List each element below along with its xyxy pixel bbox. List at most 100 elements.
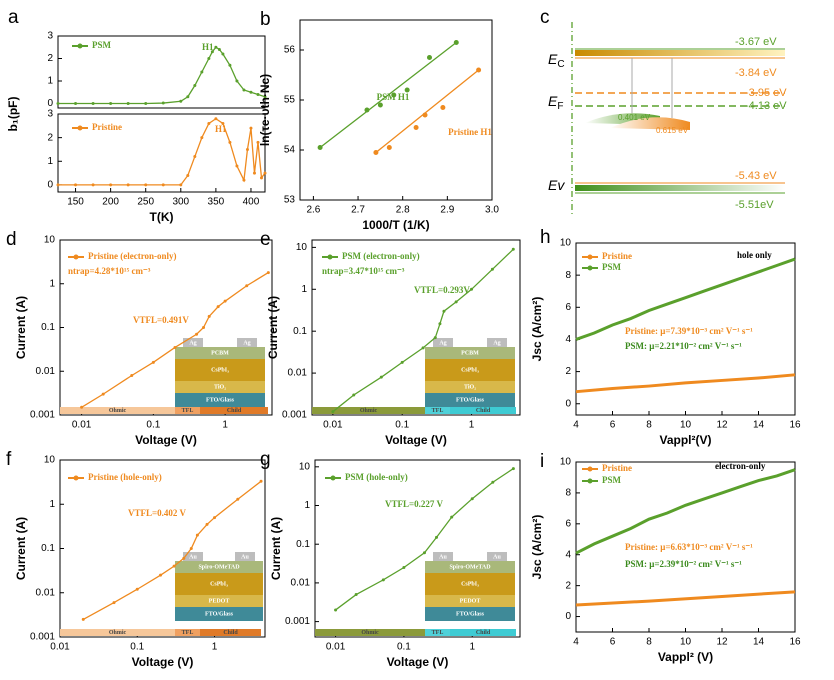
x-tick-label: 0.1 bbox=[130, 642, 144, 653]
data-point bbox=[74, 102, 78, 105]
region-label: TFL bbox=[182, 630, 194, 636]
x-axis-label: Voltage (V) bbox=[132, 655, 194, 669]
region-band bbox=[312, 407, 425, 414]
y-tick-label: 0.01 bbox=[291, 578, 311, 589]
y-tick-label: 0.1 bbox=[41, 543, 55, 554]
electrode-label: Ag bbox=[243, 340, 250, 346]
region-label: TFL bbox=[182, 408, 194, 414]
data-point bbox=[252, 171, 256, 175]
electrode-label: Au bbox=[439, 554, 447, 560]
data-point bbox=[214, 117, 218, 121]
level-label: -3.84 eV bbox=[735, 67, 777, 79]
data-point bbox=[223, 299, 227, 303]
region-label: TFL bbox=[432, 408, 444, 414]
layer-label: FTO/Glass bbox=[206, 397, 235, 403]
y-tick-label: 0 bbox=[565, 611, 571, 622]
x-tick-label: 8 bbox=[646, 637, 652, 648]
annotation: Pristine: μ=7.39*10⁻³ cm² V⁻¹ s⁻¹ bbox=[625, 326, 753, 336]
fit-line bbox=[375, 69, 480, 154]
series-line bbox=[58, 46, 266, 105]
electrode-label: Au bbox=[189, 554, 197, 560]
data-point bbox=[200, 136, 204, 140]
legend-marker bbox=[587, 265, 593, 271]
data-point bbox=[433, 336, 437, 340]
annotation: H1 bbox=[215, 124, 227, 134]
data-point bbox=[440, 105, 446, 110]
layer-label: Spiro-OMeTAD bbox=[449, 564, 491, 570]
region-label: Child bbox=[223, 630, 238, 636]
device-layer bbox=[175, 347, 265, 359]
data-point bbox=[334, 608, 338, 612]
electrode bbox=[433, 552, 453, 561]
conduction-band bbox=[575, 50, 785, 56]
data-point bbox=[426, 55, 432, 60]
annotation: VTFL=0.293V bbox=[414, 285, 470, 295]
y-tick-label: 0.001 bbox=[285, 616, 310, 627]
y-tick-label: 1 bbox=[47, 156, 53, 167]
y-tick-label: 1 bbox=[301, 284, 307, 295]
data-point bbox=[207, 57, 211, 60]
y-tick-label: 53 bbox=[284, 195, 296, 206]
data-point bbox=[266, 271, 270, 275]
level-label: 0.401 eV bbox=[618, 113, 651, 122]
electrode bbox=[487, 338, 507, 347]
x-tick-label: 0.01 bbox=[326, 642, 346, 653]
data-point bbox=[331, 410, 335, 414]
valence-band bbox=[575, 185, 785, 191]
x-tick-label: 2.8 bbox=[396, 205, 410, 216]
data-point bbox=[435, 535, 439, 539]
data-point bbox=[242, 178, 246, 182]
layer-label: FTO/Glass bbox=[456, 611, 485, 617]
x-tick-label: 250 bbox=[137, 197, 154, 208]
level-label: -5.51eV bbox=[735, 199, 774, 211]
band-subscript: C bbox=[557, 59, 564, 70]
data-point bbox=[354, 593, 358, 597]
legend-label: Pristine bbox=[602, 463, 632, 473]
x-axis-label: T(K) bbox=[150, 210, 174, 224]
y-tick-label: 10 bbox=[44, 235, 56, 246]
legend-marker bbox=[587, 254, 593, 260]
x-tick-label: 1 bbox=[469, 642, 475, 653]
panel-letter: h bbox=[540, 227, 551, 248]
data-point bbox=[235, 164, 239, 168]
x-tick-label: 150 bbox=[67, 197, 84, 208]
data-point bbox=[379, 375, 383, 379]
data-point bbox=[126, 102, 130, 105]
x-tick-label: 14 bbox=[753, 637, 765, 648]
annotation: PSM: μ=2.21*10⁻² cm² V⁻¹ s⁻¹ bbox=[625, 341, 742, 351]
y-axis-label: Jsc (A/cm²) bbox=[530, 297, 544, 362]
data-point bbox=[317, 145, 323, 150]
data-point bbox=[381, 578, 385, 582]
y-axis-label: Jsc (A/cm²) bbox=[530, 515, 544, 580]
y-tick-label: 2 bbox=[47, 132, 53, 143]
y-tick-label: 1 bbox=[47, 76, 53, 87]
electrode-label: Ag bbox=[493, 340, 500, 346]
device-layer bbox=[175, 561, 263, 573]
x-tick-label: 10 bbox=[680, 420, 692, 431]
data-point bbox=[151, 360, 155, 364]
data-point bbox=[453, 40, 459, 45]
legend-label: PSM (electron-only) bbox=[342, 251, 420, 261]
data-point bbox=[470, 287, 474, 291]
data-point bbox=[421, 346, 425, 350]
data-point bbox=[182, 556, 186, 560]
x-tick-label: 1 bbox=[222, 420, 228, 431]
y-tick-label: 4 bbox=[565, 334, 571, 345]
annotation: H1 bbox=[202, 42, 214, 52]
data-point bbox=[377, 102, 383, 108]
y-tick-label: 2 bbox=[565, 580, 571, 591]
legend-marker bbox=[77, 43, 83, 49]
data-point bbox=[386, 145, 392, 150]
y-tick-label: 0.01 bbox=[288, 368, 308, 379]
legend-label: PSM bbox=[92, 40, 112, 50]
data-point bbox=[256, 93, 260, 96]
data-point bbox=[352, 393, 356, 397]
region-band bbox=[200, 629, 261, 636]
y-axis-label: b₁(pF) bbox=[6, 97, 20, 132]
x-tick-label: 300 bbox=[172, 197, 189, 208]
fit-line bbox=[319, 41, 457, 149]
data-point bbox=[130, 373, 134, 377]
data-point bbox=[144, 102, 148, 105]
y-tick-label: 54 bbox=[284, 145, 296, 156]
data-point bbox=[186, 95, 190, 99]
